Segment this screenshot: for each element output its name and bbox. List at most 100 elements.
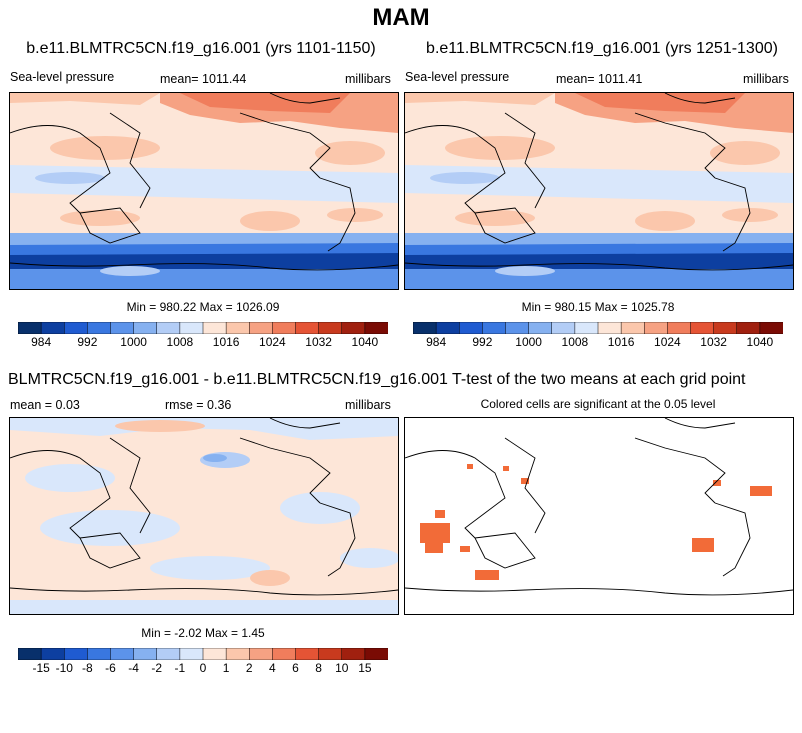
- panel3-colorbar: [18, 648, 388, 660]
- colorbar-swatch: [413, 322, 437, 334]
- colorbar-tick-label: 1: [222, 661, 230, 675]
- panel3-units-label: millibars: [345, 398, 391, 412]
- panel4-map: [404, 417, 794, 615]
- colorbar-tick-label: -8: [82, 661, 93, 675]
- panel3-minmax: Min = -2.02 Max = 1.45: [141, 626, 265, 640]
- colorbar-tick-label: 1008: [166, 335, 194, 349]
- colorbar-swatch: [272, 648, 297, 660]
- colorbar-tick-label: 1040: [746, 335, 774, 349]
- colorbar-swatch: [295, 648, 320, 660]
- colorbar-tick-label: -6: [105, 661, 116, 675]
- colorbar-tick-label: 8: [315, 661, 322, 675]
- colorbar-swatch: [18, 322, 42, 334]
- panel2-minmax: Min = 980.15 Max = 1025.78: [521, 300, 675, 314]
- panel3-map: [9, 417, 399, 615]
- colorbar-tick-label: -2: [151, 661, 163, 675]
- panel3-rmse-label: rmse = 0.36: [165, 398, 232, 412]
- colorbar-swatch: [179, 648, 204, 660]
- colorbar-swatch: [341, 322, 366, 334]
- colorbar-tick-label: 1008: [561, 335, 589, 349]
- colorbar-tick-label: 1000: [120, 335, 147, 349]
- colorbar-swatch: [249, 322, 274, 334]
- colorbar-swatch: [644, 322, 669, 334]
- colorbar-swatch: [156, 322, 181, 334]
- colorbar-tick-label: 992: [77, 335, 98, 349]
- panel3-title: BLMTRC5CN.f19_g16.001 - b.e11.BLMTRC5CN.…: [8, 371, 448, 388]
- colorbar-swatch: [225, 322, 250, 334]
- colorbar-swatch: [202, 322, 227, 334]
- colorbar-swatch: [364, 648, 388, 660]
- colorbar-swatch: [736, 322, 761, 334]
- colorbar-swatch: [295, 322, 320, 334]
- colorbar-tick-label: 1040: [351, 335, 379, 349]
- panel1-map: [9, 92, 399, 290]
- colorbar-swatch: [110, 322, 135, 334]
- panel1-variable-label: Sea-level pressure: [10, 70, 115, 84]
- panel3-mean-label: mean = 0.03: [10, 398, 80, 412]
- panel4-title: T-test of the two means at each grid poi…: [452, 371, 746, 388]
- colorbar-swatch: [574, 322, 599, 334]
- significant-cells: [420, 464, 772, 580]
- colorbar-swatch: [179, 322, 204, 334]
- colorbar-swatch: [225, 648, 250, 660]
- colorbar-tick-label: 1024: [654, 335, 681, 349]
- colorbar-swatch: [667, 322, 692, 334]
- colorbar-tick-label: 0: [199, 661, 207, 675]
- colorbar-swatch: [110, 648, 135, 660]
- colorbar-swatch: [482, 322, 507, 334]
- colorbar-swatch: [528, 322, 553, 334]
- colorbar-tick-label: 1000: [515, 335, 542, 349]
- colorbar-swatch: [87, 648, 112, 660]
- colorbar-swatch: [318, 322, 343, 334]
- colorbar-tick-label: 15: [358, 661, 372, 675]
- colorbar-swatch: [133, 648, 158, 660]
- colorbar-tick-label: 984: [31, 335, 52, 349]
- colorbar-swatch: [551, 322, 576, 334]
- colorbar-tick-label: -1: [174, 661, 186, 675]
- panel2-colorbar: [413, 322, 783, 334]
- figure-title: MAM: [372, 4, 430, 31]
- colorbar-swatch: [713, 322, 738, 334]
- colorbar-swatch: [759, 322, 783, 334]
- panel2-title: b.e11.BLMTRC5CN.f19_g16.001 (yrs 1251-13…: [426, 40, 778, 57]
- colorbar-tick-label: -10: [55, 661, 73, 675]
- colorbar-swatch: [64, 648, 89, 660]
- colorbar-tick-label: 4: [269, 661, 276, 675]
- colorbar-swatch: [202, 648, 227, 660]
- colorbar-swatch: [156, 648, 181, 660]
- colorbar-swatch: [505, 322, 530, 334]
- colorbar-tick-label: 6: [292, 661, 299, 675]
- colorbar-swatch: [690, 322, 715, 334]
- panel3-colorbar-ticks: -15 -10 -8 -6 -4 -2 -1 0 1 2 4 6 8 10 15: [18, 661, 388, 675]
- colorbar-tick-label: 984: [426, 335, 447, 349]
- colorbar-tick-label: 1024: [259, 335, 286, 349]
- colorbar-tick-label: -4: [128, 661, 139, 675]
- panel4-subtitle: Colored cells are significant at the 0.0…: [480, 397, 716, 411]
- colorbar-swatch: [435, 322, 460, 334]
- panel1-colorbar-ticks: 984 992 1000 1008 1016 1024 1032 1040: [18, 335, 388, 349]
- panel1-title: b.e11.BLMTRC5CN.f19_g16.001 (yrs 1101-11…: [26, 40, 376, 57]
- colorbar-tick-label: 1032: [305, 335, 332, 349]
- panel1-minmax: Min = 980.22 Max = 1026.09: [126, 300, 280, 314]
- colorbar-tick-label: -15: [32, 661, 50, 675]
- colorbar-swatch: [249, 648, 274, 660]
- colorbar-swatch: [18, 648, 42, 660]
- colorbar-tick-label: 1016: [212, 335, 240, 349]
- colorbar-tick-label: 1032: [700, 335, 727, 349]
- panel1-units-label: millibars: [345, 72, 391, 86]
- colorbar-tick-label: 992: [472, 335, 493, 349]
- panel2-map: [404, 92, 794, 290]
- colorbar-swatch: [364, 322, 388, 334]
- colorbar-swatch: [620, 322, 645, 334]
- panel2-units-label: millibars: [743, 72, 789, 86]
- colorbar-swatch: [272, 322, 297, 334]
- colorbar-tick-label: 1016: [607, 335, 635, 349]
- colorbar-swatch: [64, 322, 89, 334]
- panel1-mean-label: mean= 1011.44: [160, 72, 247, 86]
- colorbar-swatch: [40, 648, 65, 660]
- colorbar-swatch: [133, 322, 158, 334]
- colorbar-swatch: [318, 648, 343, 660]
- colorbar-swatch: [459, 322, 484, 334]
- colorbar-swatch: [87, 322, 112, 334]
- colorbar-swatch: [597, 322, 622, 334]
